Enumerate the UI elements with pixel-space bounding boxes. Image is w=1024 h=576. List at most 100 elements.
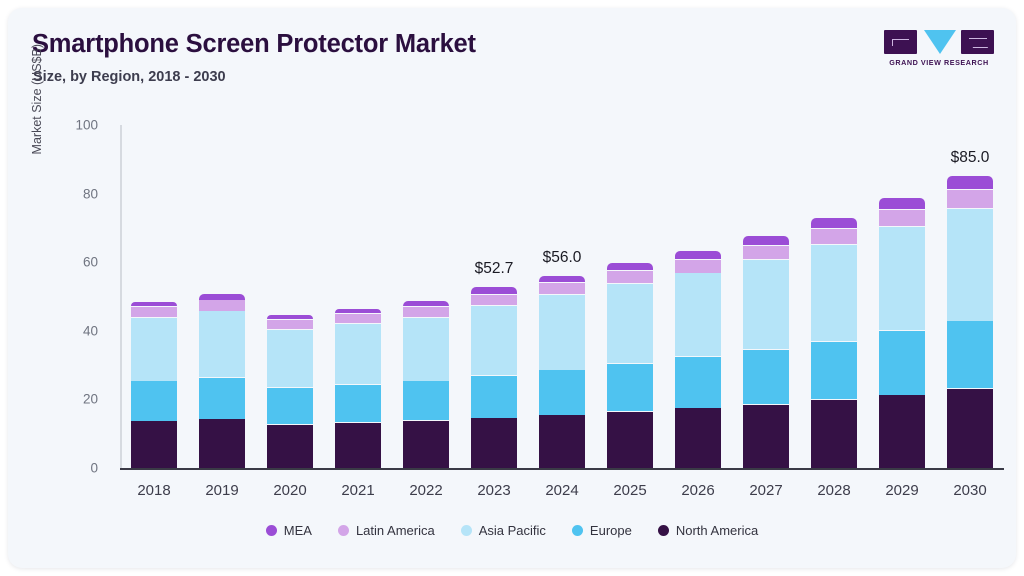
bar-segment[interactable]	[335, 313, 381, 324]
segment-divider	[879, 225, 925, 227]
bar-segment[interactable]	[811, 399, 857, 468]
bar-segment[interactable]	[131, 380, 177, 421]
bar-group[interactable]	[199, 294, 245, 468]
bar-segment[interactable]	[675, 355, 721, 408]
bar-segment[interactable]	[675, 258, 721, 273]
bar-segment[interactable]	[335, 422, 381, 468]
bar-segment[interactable]	[811, 228, 857, 245]
bar-segment[interactable]	[403, 316, 449, 381]
y-axis-tick-0: 0	[90, 460, 98, 476]
bar-segment[interactable]	[267, 386, 313, 424]
segment-divider	[471, 292, 517, 295]
segment-divider	[335, 383, 381, 385]
bar-segment[interactable]	[335, 323, 381, 384]
bar-segment[interactable]	[607, 362, 653, 412]
bar-segment[interactable]	[675, 272, 721, 356]
bar-segment[interactable]	[131, 301, 177, 307]
bar-segment[interactable]	[947, 320, 993, 388]
bar-segment[interactable]	[471, 375, 517, 418]
segment-divider	[811, 398, 857, 401]
bar-segment[interactable]	[879, 198, 925, 209]
bar-segment[interactable]	[131, 306, 177, 317]
bar-segment[interactable]	[947, 208, 993, 321]
bar-segment[interactable]	[607, 262, 653, 271]
bar-segment[interactable]	[539, 414, 585, 468]
bar-segment[interactable]	[607, 283, 653, 363]
bar-segment[interactable]	[675, 250, 721, 259]
segment-divider	[675, 257, 721, 260]
bar-segment[interactable]	[539, 369, 585, 415]
legend-item-asia-pacific[interactable]: Asia Pacific	[460, 523, 546, 538]
bar-segment[interactable]	[947, 387, 993, 468]
bar-segment[interactable]	[811, 340, 857, 400]
bar-segment[interactable]	[199, 376, 245, 419]
bar-segment[interactable]	[743, 348, 789, 404]
bar-segment[interactable]	[267, 328, 313, 387]
bar-segment[interactable]	[199, 294, 245, 300]
segment-divider	[947, 319, 993, 322]
bar-segment[interactable]	[879, 394, 925, 468]
bar-segment[interactable]	[539, 275, 585, 283]
bar-group[interactable]	[267, 314, 313, 468]
bar-segment[interactable]	[335, 383, 381, 423]
bar-segment[interactable]	[539, 282, 585, 295]
bar-segment[interactable]	[607, 411, 653, 468]
bar-segment[interactable]	[471, 417, 517, 468]
bar-segment[interactable]	[743, 403, 789, 468]
bar-segment[interactable]	[743, 235, 789, 245]
bar-group[interactable]: $52.7	[471, 260, 517, 468]
bar-group[interactable]	[675, 250, 721, 468]
bar-segment[interactable]	[471, 293, 517, 306]
bar-group[interactable]: $85.0	[947, 149, 993, 468]
segment-divider	[199, 417, 245, 420]
legend-item-north-america[interactable]: North America	[657, 523, 758, 538]
bar-segment[interactable]	[879, 329, 925, 395]
bar-segment[interactable]	[743, 244, 789, 260]
segment-divider	[471, 374, 517, 376]
bar-segment[interactable]	[267, 319, 313, 329]
bar-segment[interactable]	[335, 308, 381, 314]
bar-segment[interactable]	[743, 259, 789, 349]
segment-divider	[199, 309, 245, 312]
bar-group[interactable]	[811, 218, 857, 468]
bar-segment[interactable]	[811, 218, 857, 229]
legend-item-europe[interactable]: Europe	[571, 523, 632, 538]
bar-segment[interactable]	[267, 423, 313, 468]
bar-group[interactable]	[403, 300, 449, 468]
bar-segment[interactable]	[403, 300, 449, 307]
bar-segment[interactable]	[471, 287, 517, 294]
bar-segment[interactable]	[403, 380, 449, 421]
bar-segment[interactable]	[199, 310, 245, 377]
bar-segment[interactable]	[131, 420, 177, 468]
bar-group[interactable]	[607, 262, 653, 468]
y-axis-tick-60: 60	[82, 254, 98, 270]
bar-group[interactable]	[743, 235, 789, 468]
bar-segment[interactable]	[607, 270, 653, 284]
bar-segment[interactable]	[403, 306, 449, 317]
bar-segment[interactable]	[539, 294, 585, 370]
legend-item-mea[interactable]: MEA	[265, 523, 312, 538]
bar-segment[interactable]	[471, 305, 517, 376]
bar-segment[interactable]	[879, 225, 925, 330]
bar-segment[interactable]	[199, 418, 245, 468]
bar-group[interactable]	[335, 308, 381, 468]
legend-item-latin-america[interactable]: Latin America	[337, 523, 435, 538]
bar-group[interactable]	[131, 301, 177, 468]
bar-segment[interactable]	[403, 420, 449, 468]
y-axis-tick-40: 40	[82, 323, 98, 339]
bar-segment[interactable]	[675, 407, 721, 468]
segment-divider	[675, 355, 721, 357]
segment-divider	[743, 348, 789, 350]
bar-segment[interactable]	[131, 316, 177, 381]
bar-group[interactable]	[879, 198, 925, 468]
x-axis-tick-2021: 2021	[341, 482, 375, 499]
bar-segment[interactable]	[199, 299, 245, 311]
bar-segment[interactable]	[879, 208, 925, 226]
segment-divider	[335, 312, 381, 315]
bar-group[interactable]: $56.0	[539, 249, 585, 468]
bar-segment[interactable]	[811, 244, 857, 341]
segment-divider	[539, 368, 585, 371]
bar-segment[interactable]	[947, 189, 993, 209]
bar-segment[interactable]	[947, 176, 993, 190]
bar-segment[interactable]	[267, 314, 313, 320]
